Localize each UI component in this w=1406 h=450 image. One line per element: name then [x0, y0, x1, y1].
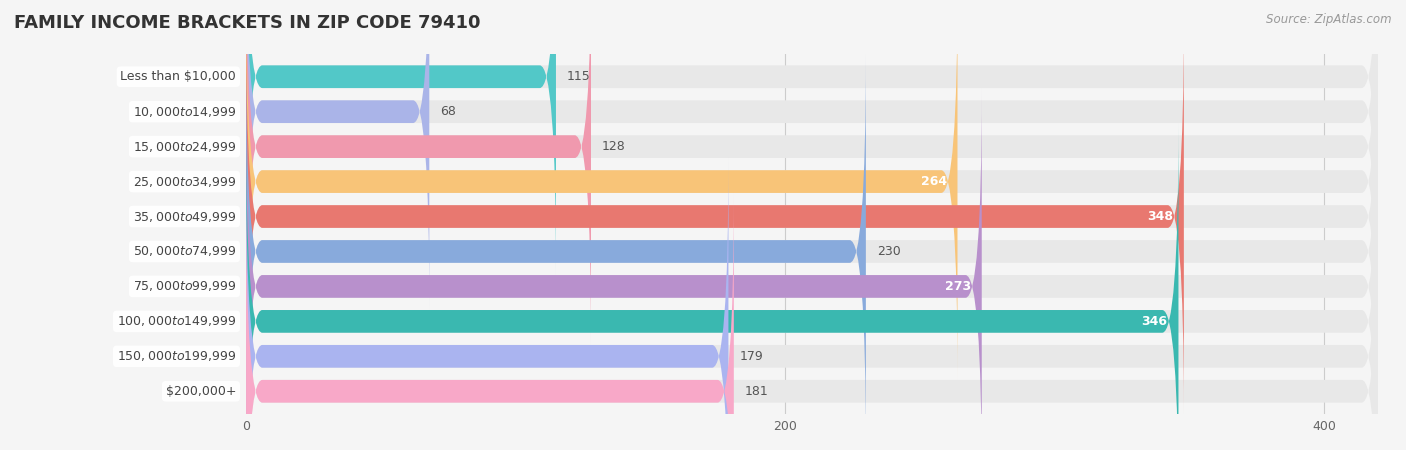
- FancyBboxPatch shape: [246, 0, 429, 310]
- Text: 181: 181: [745, 385, 768, 398]
- FancyBboxPatch shape: [246, 0, 1378, 380]
- Text: 179: 179: [740, 350, 763, 363]
- FancyBboxPatch shape: [246, 158, 1378, 450]
- Text: $35,000 to $49,999: $35,000 to $49,999: [132, 210, 236, 224]
- Text: 230: 230: [877, 245, 900, 258]
- FancyBboxPatch shape: [246, 0, 591, 345]
- Text: $75,000 to $99,999: $75,000 to $99,999: [132, 279, 236, 293]
- FancyBboxPatch shape: [246, 0, 957, 380]
- FancyBboxPatch shape: [246, 123, 1378, 450]
- Text: 348: 348: [1147, 210, 1173, 223]
- FancyBboxPatch shape: [246, 193, 734, 450]
- Text: 115: 115: [567, 70, 591, 83]
- FancyBboxPatch shape: [246, 88, 1378, 450]
- FancyBboxPatch shape: [246, 18, 1378, 415]
- Text: Less than $10,000: Less than $10,000: [121, 70, 236, 83]
- FancyBboxPatch shape: [246, 158, 728, 450]
- Text: Source: ZipAtlas.com: Source: ZipAtlas.com: [1267, 14, 1392, 27]
- Text: 346: 346: [1142, 315, 1167, 328]
- FancyBboxPatch shape: [246, 193, 1378, 450]
- FancyBboxPatch shape: [246, 0, 1378, 345]
- Text: 264: 264: [921, 175, 946, 188]
- Text: $10,000 to $14,999: $10,000 to $14,999: [132, 105, 236, 119]
- Text: $15,000 to $24,999: $15,000 to $24,999: [132, 140, 236, 153]
- FancyBboxPatch shape: [246, 0, 555, 275]
- Text: $25,000 to $34,999: $25,000 to $34,999: [132, 175, 236, 189]
- Text: 273: 273: [945, 280, 972, 293]
- Text: $100,000 to $149,999: $100,000 to $149,999: [117, 315, 236, 328]
- Text: 128: 128: [602, 140, 626, 153]
- Text: $200,000+: $200,000+: [166, 385, 236, 398]
- FancyBboxPatch shape: [246, 53, 1378, 450]
- Text: 68: 68: [440, 105, 456, 118]
- FancyBboxPatch shape: [246, 88, 981, 450]
- FancyBboxPatch shape: [246, 123, 1178, 450]
- FancyBboxPatch shape: [246, 53, 866, 450]
- Text: $150,000 to $199,999: $150,000 to $199,999: [117, 349, 236, 363]
- FancyBboxPatch shape: [246, 0, 1378, 275]
- FancyBboxPatch shape: [246, 18, 1184, 415]
- Text: FAMILY INCOME BRACKETS IN ZIP CODE 79410: FAMILY INCOME BRACKETS IN ZIP CODE 79410: [14, 14, 481, 32]
- FancyBboxPatch shape: [246, 0, 1378, 310]
- Text: $50,000 to $74,999: $50,000 to $74,999: [132, 244, 236, 258]
